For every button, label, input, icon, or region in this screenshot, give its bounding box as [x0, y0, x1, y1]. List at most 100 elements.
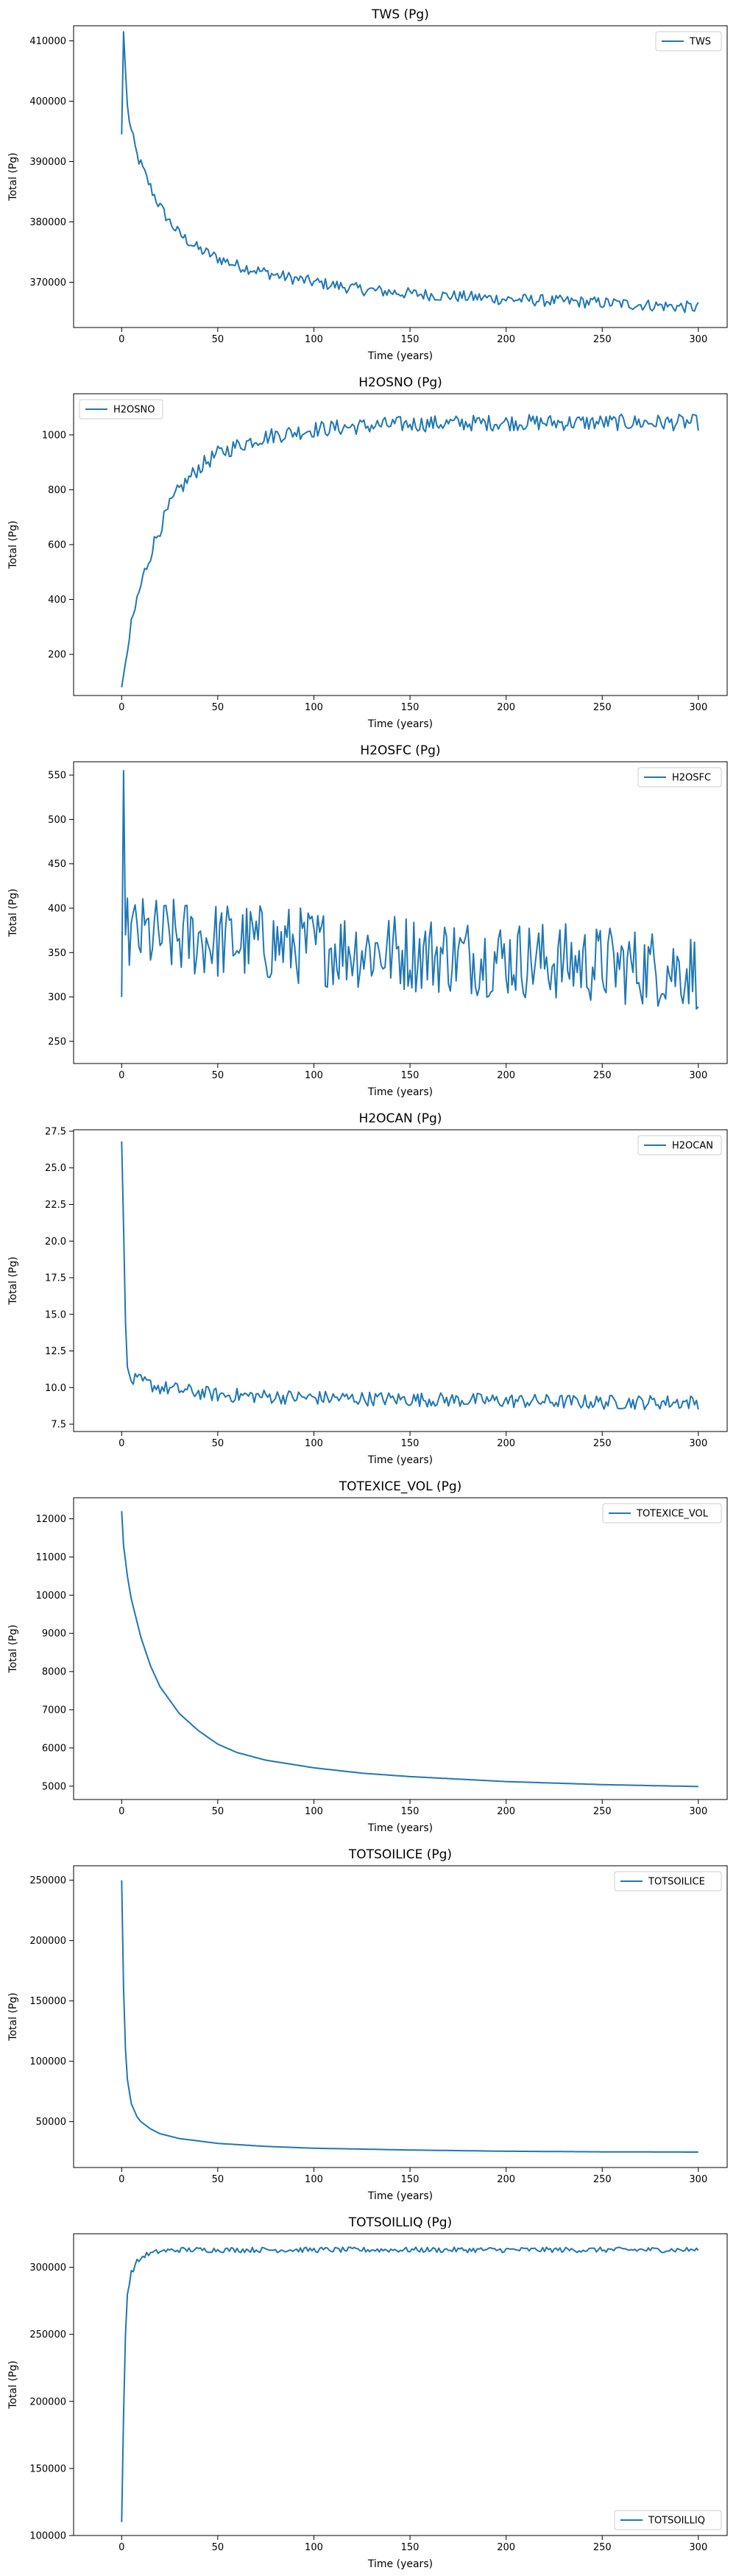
x-tick-label: 150 — [401, 1070, 420, 1081]
y-axis-label: Total (Pg) — [7, 1624, 19, 1673]
legend-label: TWS — [689, 37, 711, 48]
legend: TWS — [655, 31, 722, 52]
x-tick-label: 250 — [593, 1806, 612, 1817]
x-tick-label: 0 — [118, 334, 124, 345]
y-tick-label: 25.0 — [45, 1163, 66, 1174]
x-tick-label: 100 — [305, 702, 323, 713]
y-tick-label: 200000 — [29, 1936, 66, 1947]
x-tick-label: 100 — [305, 334, 323, 345]
x-tick-label: 50 — [212, 1806, 224, 1817]
chart-panel-4: H2OCAN (Pg) 0 50 100 150 200 250 300 7.5 10.0 12.5… — [7, 1111, 728, 1466]
x-tick-label: 50 — [212, 702, 224, 713]
y-tick-label: 20.0 — [45, 1236, 66, 1248]
y-tick-label: 550 — [48, 771, 66, 782]
series-line-totsoilice — [121, 1880, 698, 2153]
legend-label: H2OSFC — [672, 773, 711, 784]
y-tick-label: 17.5 — [45, 1273, 66, 1284]
y-tick-label: 50000 — [36, 2117, 66, 2128]
y-tick-label: 600 — [48, 540, 66, 551]
legend-box — [637, 1135, 722, 1156]
x-tick-label: 0 — [118, 1438, 124, 1449]
x-tick-label: 50 — [212, 334, 224, 345]
chart-panel-3: H2OSFC (Pg) 0 50 100 150 200 250 300 250 300 350 40… — [7, 743, 728, 1098]
x-axis-label: Time (years) — [367, 2558, 433, 2570]
y-tick-label: 450 — [48, 859, 66, 870]
legend-label: H2OCAN — [672, 1141, 713, 1152]
legend-box — [614, 2510, 722, 2530]
y-tick-label: 22.5 — [45, 1200, 66, 1211]
y-tick-label: 7000 — [42, 1705, 66, 1716]
chart-panel-6: TOTSOILICE (Pg) 0 50 100 150 200 250 300 50000 10… — [7, 1847, 728, 2202]
y-tick-label: 350 — [48, 948, 66, 959]
y-tick-label: 12000 — [36, 1514, 66, 1525]
y-tick-label: 200000 — [29, 2396, 66, 2407]
x-tick-label: 0 — [118, 2174, 124, 2185]
y-tick-label: 100000 — [29, 2056, 66, 2067]
x-tick-label: 100 — [305, 1806, 323, 1817]
x-tick-label: 100 — [305, 1438, 323, 1449]
y-axis-label: Total (Pg) — [7, 2360, 19, 2409]
chart-panel-5: TOTEXICE_VOL (Pg) 0 50 100 150 200 250 300 5000 6… — [7, 1479, 728, 1834]
axes-frame — [73, 1497, 728, 1800]
legend: TOTSOILLIQ — [614, 2510, 722, 2530]
chart-title: H2OSNO (Pg) — [358, 375, 442, 390]
x-tick-label: 0 — [118, 1806, 124, 1817]
y-tick-label: 150000 — [29, 1996, 66, 2007]
x-tick-label: 150 — [401, 1806, 420, 1817]
legend: H2OCAN — [637, 1135, 722, 1156]
legend-label: TOTEXICE_VOL — [636, 1509, 709, 1520]
legend-box — [79, 399, 163, 420]
series-line-tws — [121, 31, 699, 314]
y-tick-label: 11000 — [36, 1552, 66, 1563]
x-tick-label: 150 — [401, 334, 420, 345]
x-tick-label: 300 — [689, 702, 707, 713]
x-tick-label: 250 — [593, 2174, 612, 2185]
y-tick-label: 1000 — [42, 430, 66, 441]
legend-box — [602, 1503, 722, 1524]
x-tick-label: 200 — [497, 1438, 515, 1449]
x-tick-label: 100 — [305, 2174, 323, 2185]
chart-panel-1: TWS (Pg) 0 50 100 150 200 250 300 370000 380000 39… — [7, 7, 728, 362]
y-tick-label: 6000 — [42, 1743, 66, 1754]
x-axis-label: Time (years) — [367, 1454, 433, 1466]
y-axis-label: Total (Pg) — [7, 152, 19, 201]
y-tick-label: 410000 — [29, 36, 66, 47]
y-tick-label: 200 — [48, 650, 66, 661]
legend-label: TOTSOILLIQ — [648, 2516, 705, 2527]
y-tick-label: 10000 — [36, 1590, 66, 1602]
chart-title: TOTEXICE_VOL (Pg) — [339, 1479, 462, 1494]
series-line-h2ocan — [121, 1141, 699, 1410]
chart-panel-7: TOTSOILLIQ (Pg) 0 50 100 150 200 250 300 100000 1… — [7, 2215, 728, 2570]
x-axis-label: Time (years) — [367, 1086, 433, 1098]
series-line-totexice_vol — [121, 1511, 698, 1788]
x-tick-label: 300 — [689, 1806, 707, 1817]
x-tick-label: 250 — [593, 1070, 612, 1081]
y-tick-label: 9000 — [42, 1629, 66, 1640]
y-tick-label: 400 — [48, 595, 66, 606]
legend-box — [614, 1871, 722, 1892]
y-tick-label: 8000 — [42, 1667, 66, 1678]
chart-panel-2: H2OSNO (Pg) 0 50 100 150 200 250 300 200 400 600 80… — [7, 375, 728, 730]
x-tick-label: 50 — [212, 2174, 224, 2185]
axes-frame — [73, 2233, 728, 2536]
legend: TOTSOILICE — [614, 1871, 722, 1892]
y-tick-label: 300 — [48, 992, 66, 1003]
x-tick-label: 250 — [593, 702, 612, 713]
y-tick-label: 380000 — [29, 217, 66, 228]
y-tick-label: 500 — [48, 815, 66, 826]
x-tick-label: 0 — [118, 702, 124, 713]
legend: H2OSFC — [637, 767, 722, 788]
legend-label: H2OSNO — [113, 405, 155, 416]
x-tick-label: 200 — [497, 1070, 515, 1081]
y-axis-label: Total (Pg) — [7, 520, 19, 569]
x-tick-label: 200 — [497, 2542, 515, 2553]
x-tick-label: 100 — [305, 1070, 323, 1081]
x-axis-label: Time (years) — [367, 2190, 433, 2202]
axes-frame — [73, 1865, 728, 2168]
x-tick-label: 300 — [689, 1070, 707, 1081]
x-tick-label: 300 — [689, 2174, 707, 2185]
y-tick-label: 800 — [48, 485, 66, 496]
y-tick-label: 15.0 — [45, 1309, 66, 1320]
y-tick-label: 300000 — [29, 2262, 66, 2274]
y-tick-label: 5000 — [42, 1781, 66, 1792]
